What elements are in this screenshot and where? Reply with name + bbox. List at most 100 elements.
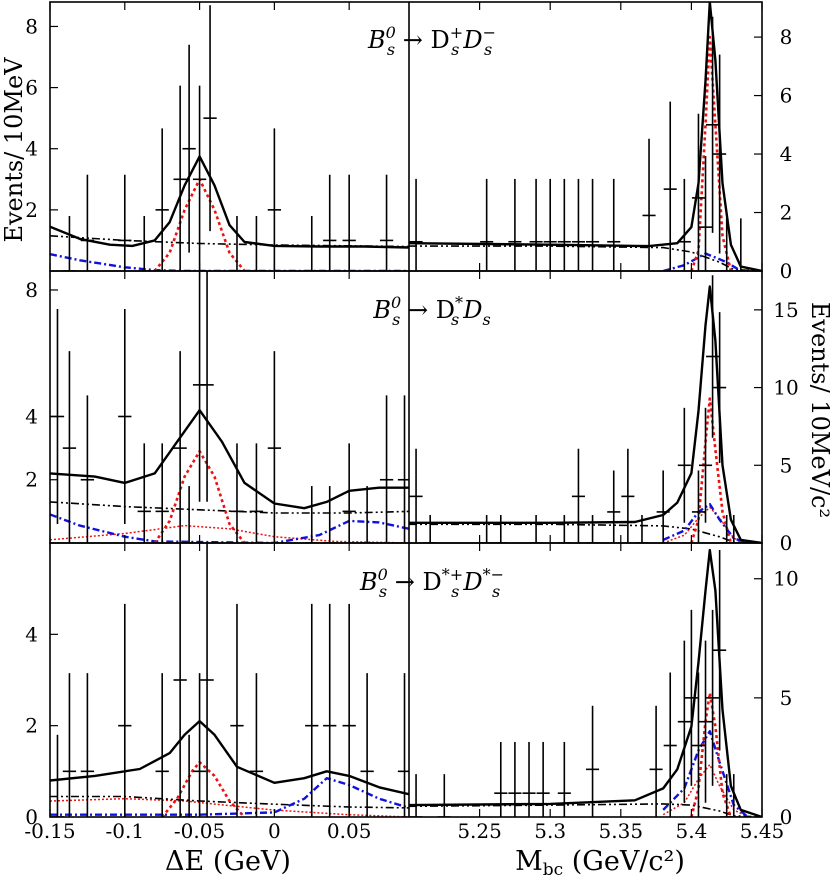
title-d2-sub: s — [482, 310, 490, 329]
mbc-subscript: bc — [543, 860, 563, 880]
title-d1-sup: * — [455, 293, 463, 312]
y-tick-label: 6 — [25, 76, 38, 100]
data-point — [649, 705, 663, 817]
cross-feed-curve — [662, 506, 749, 543]
data-point — [50, 734, 65, 817]
data-point — [607, 178, 621, 271]
title-b: B — [372, 296, 391, 324]
data-point — [557, 515, 571, 543]
data-point — [137, 215, 151, 271]
x-right-tick-label: 5.25 — [457, 819, 502, 843]
data-point — [118, 603, 132, 817]
title-d2: D — [462, 296, 482, 324]
title-b-sup: 0 — [391, 293, 401, 312]
data-point — [543, 178, 557, 271]
total-curve — [50, 155, 409, 249]
data-point — [691, 470, 705, 543]
peaking-curve — [662, 252, 742, 271]
data-point — [698, 640, 713, 803]
panel-3-left: 0 2 4 — [25, 543, 409, 829]
data-point — [230, 215, 244, 271]
x-left-tick-label: 0.05 — [327, 819, 372, 843]
data-point — [522, 741, 536, 817]
curves-group — [409, 275, 762, 543]
y-tick-label: 2 — [780, 201, 793, 225]
y-tick-label: 10 — [773, 376, 798, 400]
left-axis-title: Events/ 10MeV — [0, 57, 28, 243]
title-d2: D — [462, 568, 482, 596]
total-curve — [409, 548, 762, 817]
y-tick-label: 4 — [25, 137, 38, 161]
data-point — [249, 673, 264, 817]
data-point — [342, 443, 356, 543]
data-point — [80, 395, 95, 543]
combinatorial-curve — [409, 523, 762, 543]
data-point — [557, 741, 571, 817]
y-tick-label: 8 — [25, 14, 38, 38]
data-point — [437, 774, 451, 817]
mbc-unit: (GeV/c²) — [563, 846, 685, 877]
title-b-sub: s — [379, 582, 387, 601]
data-point — [586, 705, 600, 817]
data-point — [267, 351, 282, 543]
data-point — [494, 515, 508, 543]
title-d2-sub: s — [484, 40, 492, 59]
data-point — [423, 515, 437, 543]
data-point — [607, 470, 621, 543]
mbc-symbol: M — [515, 846, 543, 877]
data-point — [192, 85, 207, 271]
x-left-tick-label: 0 — [268, 819, 281, 843]
y-tick-label: 6 — [780, 84, 793, 108]
data-point — [677, 178, 691, 271]
data-point — [698, 407, 713, 523]
data-point — [360, 673, 374, 817]
data-point — [173, 543, 187, 817]
data-point — [267, 128, 282, 271]
data-point — [118, 174, 132, 271]
title-d2: D — [462, 26, 482, 54]
panel-1-left: 2 4 6 8 — [25, 5, 409, 271]
title-d1-sub: s — [451, 582, 459, 601]
y-tick-label: 0 — [780, 531, 793, 555]
data-point — [323, 486, 337, 543]
y-tick-label: 0 — [780, 805, 793, 829]
data-point — [508, 741, 522, 817]
title-b: B — [367, 26, 386, 54]
peaking-curve — [662, 502, 749, 543]
x-right-tick-label: 5.4 — [675, 819, 707, 843]
title-arrow: → D — [395, 26, 450, 54]
title-d1-sup: + — [450, 23, 463, 42]
data-point — [621, 448, 635, 543]
data-point — [182, 44, 196, 253]
data-point — [713, 54, 727, 254]
data-point — [713, 312, 727, 463]
data-point — [720, 774, 734, 817]
data-point — [706, 609, 720, 786]
data-point — [713, 549, 727, 751]
data-point — [571, 448, 585, 543]
data-point — [379, 395, 394, 543]
data-point — [182, 734, 196, 817]
combinatorial-curve — [409, 245, 762, 271]
y-tick-label: 4 — [25, 622, 38, 646]
x-left-tick-label: -0.05 — [174, 819, 225, 843]
data-point — [409, 774, 423, 817]
data-point — [663, 101, 677, 271]
data-point — [137, 443, 151, 543]
data-point — [656, 470, 670, 543]
data-point — [155, 673, 169, 817]
peaking-curve — [50, 777, 409, 816]
y-tick-label: 0 — [25, 805, 38, 829]
y-tick-label: 15 — [773, 298, 798, 322]
panel-2-left: 2 4 8 — [25, 271, 409, 543]
total-curve — [50, 719, 409, 796]
data-point — [379, 174, 394, 271]
y-tick-label: 8 — [780, 25, 793, 49]
data-point — [720, 515, 734, 543]
title-d2-sup: − — [483, 23, 496, 42]
data-point — [586, 178, 600, 271]
data-point — [173, 85, 187, 271]
x-axis-title-left: ΔE (GeV) — [165, 846, 291, 877]
total-curve — [50, 409, 409, 510]
